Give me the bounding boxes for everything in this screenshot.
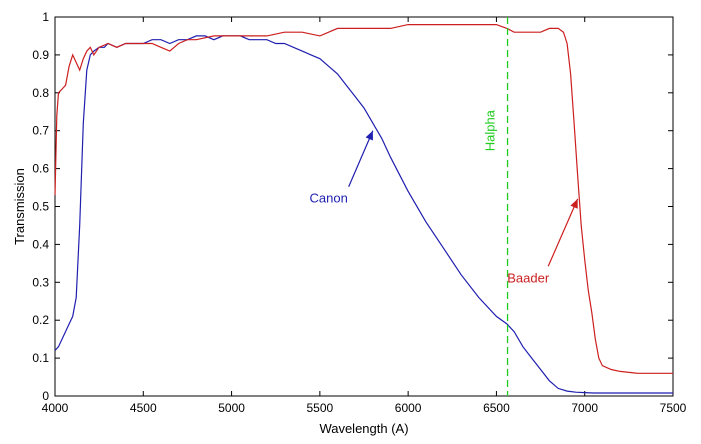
annotation-arrowhead-baader xyxy=(570,198,578,209)
y-tick-label: 0 xyxy=(42,389,49,403)
y-tick-label: 0.6 xyxy=(32,162,49,176)
y-tick-label: 0.2 xyxy=(32,313,49,327)
halpha-label: Halpha xyxy=(483,109,498,151)
plot-frame xyxy=(54,16,674,397)
y-tick-label: 0.5 xyxy=(32,200,49,214)
x-tick-label: 4500 xyxy=(130,401,157,415)
annotations-group: Canon Baader xyxy=(310,130,579,285)
x-tick-label: 5000 xyxy=(218,401,245,415)
y-tick-label: 0.3 xyxy=(32,275,49,289)
x-tick-label: 5500 xyxy=(307,401,334,415)
x-tick-label: 7000 xyxy=(571,401,598,415)
x-tick-label: 4000 xyxy=(42,401,69,415)
series-group: Halpha xyxy=(54,17,673,396)
annotation-arrow-line-canon xyxy=(348,130,374,187)
x-axis-label: Wavelength (A) xyxy=(319,421,408,436)
y-tick-label: 0.4 xyxy=(32,237,49,251)
x-tick-label: 6500 xyxy=(483,401,510,415)
x-tick-label: 6000 xyxy=(395,401,422,415)
axes-group: 4000 4500 5000 5500 6000 6500 7000 7500 0 0.1 0.2 0… xyxy=(32,10,686,415)
y-axis-label: Transmission xyxy=(12,168,27,245)
series-line-baader xyxy=(54,24,673,374)
annotation-arrow-line-baader xyxy=(547,198,579,267)
annotation-arrowhead-canon xyxy=(365,130,373,141)
annotation-label-baader: Baader xyxy=(507,270,550,285)
y-tick-label: 0.8 xyxy=(32,86,49,100)
x-tick-label: 7500 xyxy=(660,401,687,415)
y-tick-label: 0.7 xyxy=(32,124,49,138)
y-tick-label: 1 xyxy=(42,10,49,24)
y-tick-label: 0.9 xyxy=(32,48,49,62)
annotation-label-canon: Canon xyxy=(310,191,348,206)
y-tick-label: 0.1 xyxy=(32,351,49,365)
